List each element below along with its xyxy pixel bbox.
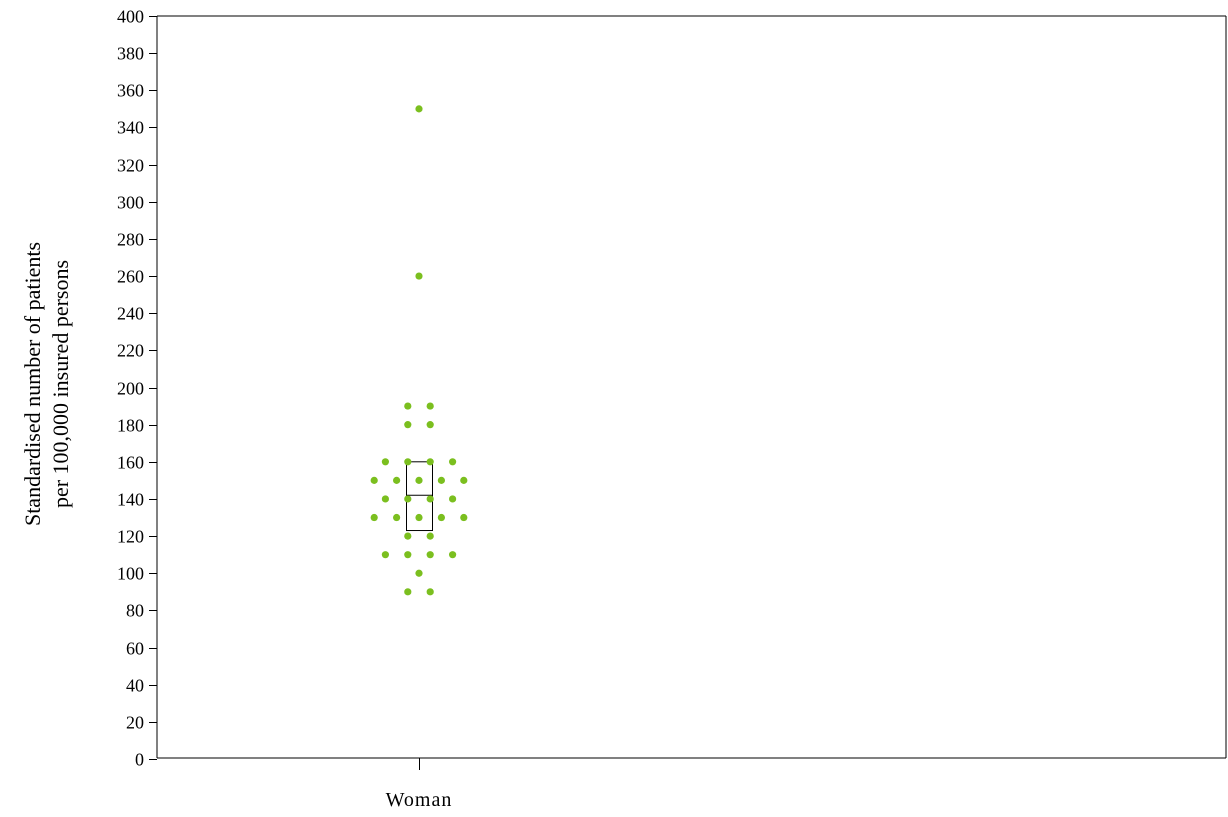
data-point [415, 272, 423, 280]
data-point [404, 402, 412, 410]
data-point [404, 551, 412, 559]
y-tick-label: 360 [117, 81, 144, 101]
data-point [426, 551, 434, 559]
y-tick-label: 140 [117, 490, 144, 510]
y-tick-label: 280 [117, 230, 144, 250]
data-point [426, 421, 434, 429]
data-point [381, 458, 389, 466]
data-point [415, 105, 423, 113]
data-point [404, 458, 412, 466]
y-tick-label: 0 [135, 750, 144, 770]
data-point [415, 476, 423, 484]
labels-layer: Standardised number of patients per 100,… [20, 242, 73, 526]
x-tick-label: Woman [386, 789, 453, 811]
data-point [404, 532, 412, 540]
data-point [404, 421, 412, 429]
data-point [460, 513, 468, 522]
data-point [404, 588, 412, 596]
y-axis-label-line-1: Standardised number of patients [20, 242, 45, 526]
data-point [381, 551, 389, 559]
data-point [426, 588, 434, 596]
data-point [460, 476, 468, 484]
y-tick-label: 200 [117, 379, 144, 399]
y-tick-label: 20 [126, 713, 144, 733]
y-tick-label: 60 [126, 639, 144, 659]
data-point [370, 476, 378, 484]
y-tick-label: 80 [126, 601, 144, 621]
data-point [426, 532, 434, 540]
y-tick-label: 340 [117, 118, 144, 138]
data-point [404, 495, 412, 503]
y-tick-label: 220 [117, 341, 144, 361]
y-tick-label: 400 [117, 7, 144, 27]
data-point [437, 513, 445, 522]
data-point [449, 495, 457, 503]
y-tick-label: 300 [117, 193, 144, 213]
y-tick-label: 180 [117, 416, 144, 436]
y-tick-label: 320 [117, 156, 144, 176]
y-tick-label: 240 [117, 304, 144, 324]
y-axis-label-line-2: per 100,000 insured persons [48, 260, 73, 508]
data-point [426, 458, 434, 466]
y-tick-label: 160 [117, 453, 144, 473]
y-tick-label: 100 [117, 564, 144, 584]
data-point [449, 551, 457, 559]
axes-layer: 0 20 40 60 80 100 120 140 160 180 200 220 240 260 280 3… [117, 7, 1227, 811]
data-point [426, 495, 434, 503]
data-point [393, 476, 401, 484]
data-point [370, 513, 378, 522]
y-tick-label: 380 [117, 44, 144, 64]
data-point [381, 495, 389, 503]
y-tick-label: 120 [117, 527, 144, 547]
data-point [449, 458, 457, 466]
data-point [415, 569, 423, 577]
y-tick-label: 260 [117, 267, 144, 287]
y-tick-label: 40 [126, 676, 144, 696]
points-layer [370, 105, 468, 596]
data-point [393, 513, 401, 522]
data-point [426, 402, 434, 410]
data-point [415, 513, 423, 522]
data-point [437, 476, 445, 484]
